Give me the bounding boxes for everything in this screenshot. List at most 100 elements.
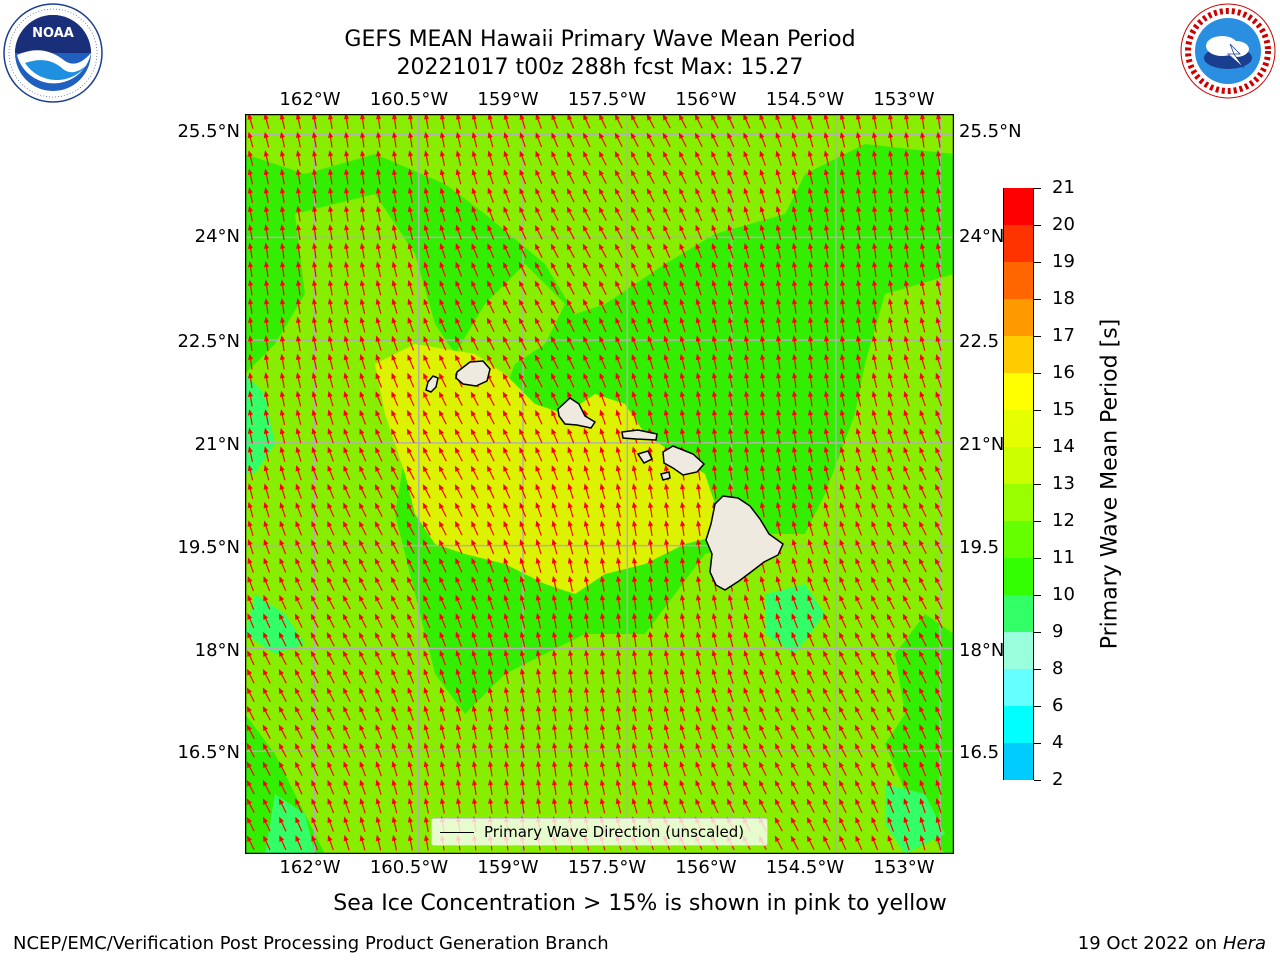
wave-arrow — [711, 761, 719, 777]
wave-arrow — [518, 317, 527, 332]
wave-arrow — [679, 261, 687, 277]
wave-arrow — [728, 446, 734, 463]
wave-arrow — [630, 224, 639, 240]
colorbar-tick-mark — [1034, 779, 1041, 781]
wave-arrow — [743, 705, 751, 721]
wave-arrow — [423, 205, 430, 222]
wave-arrow — [519, 428, 527, 444]
wave-arrow — [423, 224, 430, 240]
wave-arrow — [471, 131, 478, 148]
wave-arrow — [679, 575, 686, 592]
wave-arrow — [775, 150, 782, 166]
wave-arrow — [390, 539, 399, 554]
wave-arrow — [583, 723, 590, 740]
wave-arrow — [246, 743, 255, 758]
wave-arrow — [775, 483, 781, 499]
wave-arrow — [279, 835, 287, 851]
wave-arrow — [823, 520, 830, 536]
wave-arrow — [918, 668, 927, 684]
wave-arrow — [647, 464, 653, 481]
field-13-14s — [375, 344, 725, 594]
wave-arrow — [870, 742, 879, 758]
wave-arrow — [791, 631, 799, 647]
wave-arrow — [759, 114, 767, 129]
wave-arrow — [344, 187, 350, 204]
wave-arrow — [919, 409, 927, 425]
wave-arrow — [807, 242, 814, 259]
wave-arrow — [423, 335, 431, 351]
wave-arrow — [870, 724, 879, 740]
wave-arrow — [407, 742, 414, 758]
wave-arrow — [935, 205, 942, 222]
wave-arrow — [566, 243, 575, 258]
wave-arrow — [439, 723, 446, 740]
wave-arrow — [359, 261, 365, 277]
wave-arrow — [263, 650, 271, 666]
wave-arrow — [791, 427, 798, 444]
wave-arrow — [535, 557, 542, 573]
wave-arrow — [535, 132, 543, 148]
wave-arrow — [359, 187, 366, 204]
wave-arrow — [551, 114, 559, 129]
wave-arrow — [327, 242, 334, 259]
wave-arrow — [712, 464, 718, 481]
wave-arrow — [487, 243, 495, 259]
wave-arrow — [646, 169, 655, 184]
wave-arrow — [343, 446, 351, 462]
wave-arrow — [487, 686, 494, 703]
wave-arrow — [358, 595, 367, 610]
wave-arrow — [263, 131, 270, 148]
wave-arrow — [727, 114, 735, 129]
island-lanai — [636, 450, 654, 464]
wave-arrow — [823, 576, 831, 592]
wave-arrow — [470, 391, 479, 406]
hawaiian-islands — [425, 360, 784, 591]
wave-arrow — [631, 649, 638, 666]
wave-arrow — [391, 705, 399, 721]
wave-arrow — [422, 557, 431, 573]
wave-arrow — [359, 298, 366, 314]
wave-arrow — [550, 336, 559, 351]
wave-arrow — [311, 316, 318, 333]
wave-arrow — [247, 390, 254, 407]
wave-arrow — [519, 206, 527, 222]
wave-arrow — [855, 409, 862, 425]
wave-arrow — [678, 150, 687, 166]
wave-arrow — [631, 668, 638, 685]
wave-arrow — [582, 188, 591, 203]
wave-arrow — [328, 205, 334, 222]
wave-arrow — [775, 501, 782, 518]
wave-arrow — [455, 649, 462, 666]
wave-arrow — [936, 150, 942, 167]
wave-arrow — [743, 279, 750, 296]
wave-arrow — [614, 114, 623, 129]
lat-tick-label: 25.5°N — [177, 121, 240, 142]
wave-arrow — [471, 557, 479, 573]
wave-arrow — [359, 353, 366, 370]
wave-arrow — [919, 687, 927, 703]
colorbar-segment — [1004, 668, 1033, 706]
wave-arrow — [871, 316, 878, 333]
wave-arrow — [678, 132, 687, 147]
wave-arrow — [566, 206, 575, 221]
wave-direction-arrows — [246, 114, 943, 851]
wave-arrow — [534, 280, 543, 295]
wave-arrow — [375, 797, 382, 814]
wave-arrow — [391, 187, 398, 203]
wave-arrow — [503, 612, 510, 629]
wave-arrow — [263, 242, 270, 259]
wave-arrow — [663, 798, 670, 814]
wave-arrow — [454, 465, 463, 480]
wave-arrow — [407, 779, 414, 795]
wave-arrow — [886, 613, 895, 628]
wave-arrow — [535, 538, 542, 555]
wave-arrow — [487, 631, 494, 647]
wave-arrow — [391, 335, 398, 351]
wave-arrow — [550, 243, 559, 258]
wave-arrow — [567, 428, 575, 444]
wave-arrow — [790, 761, 799, 776]
wave-arrow — [743, 187, 750, 203]
wave-arrow — [871, 465, 878, 481]
wave-arrow — [663, 316, 670, 333]
wave-arrow — [263, 539, 270, 555]
